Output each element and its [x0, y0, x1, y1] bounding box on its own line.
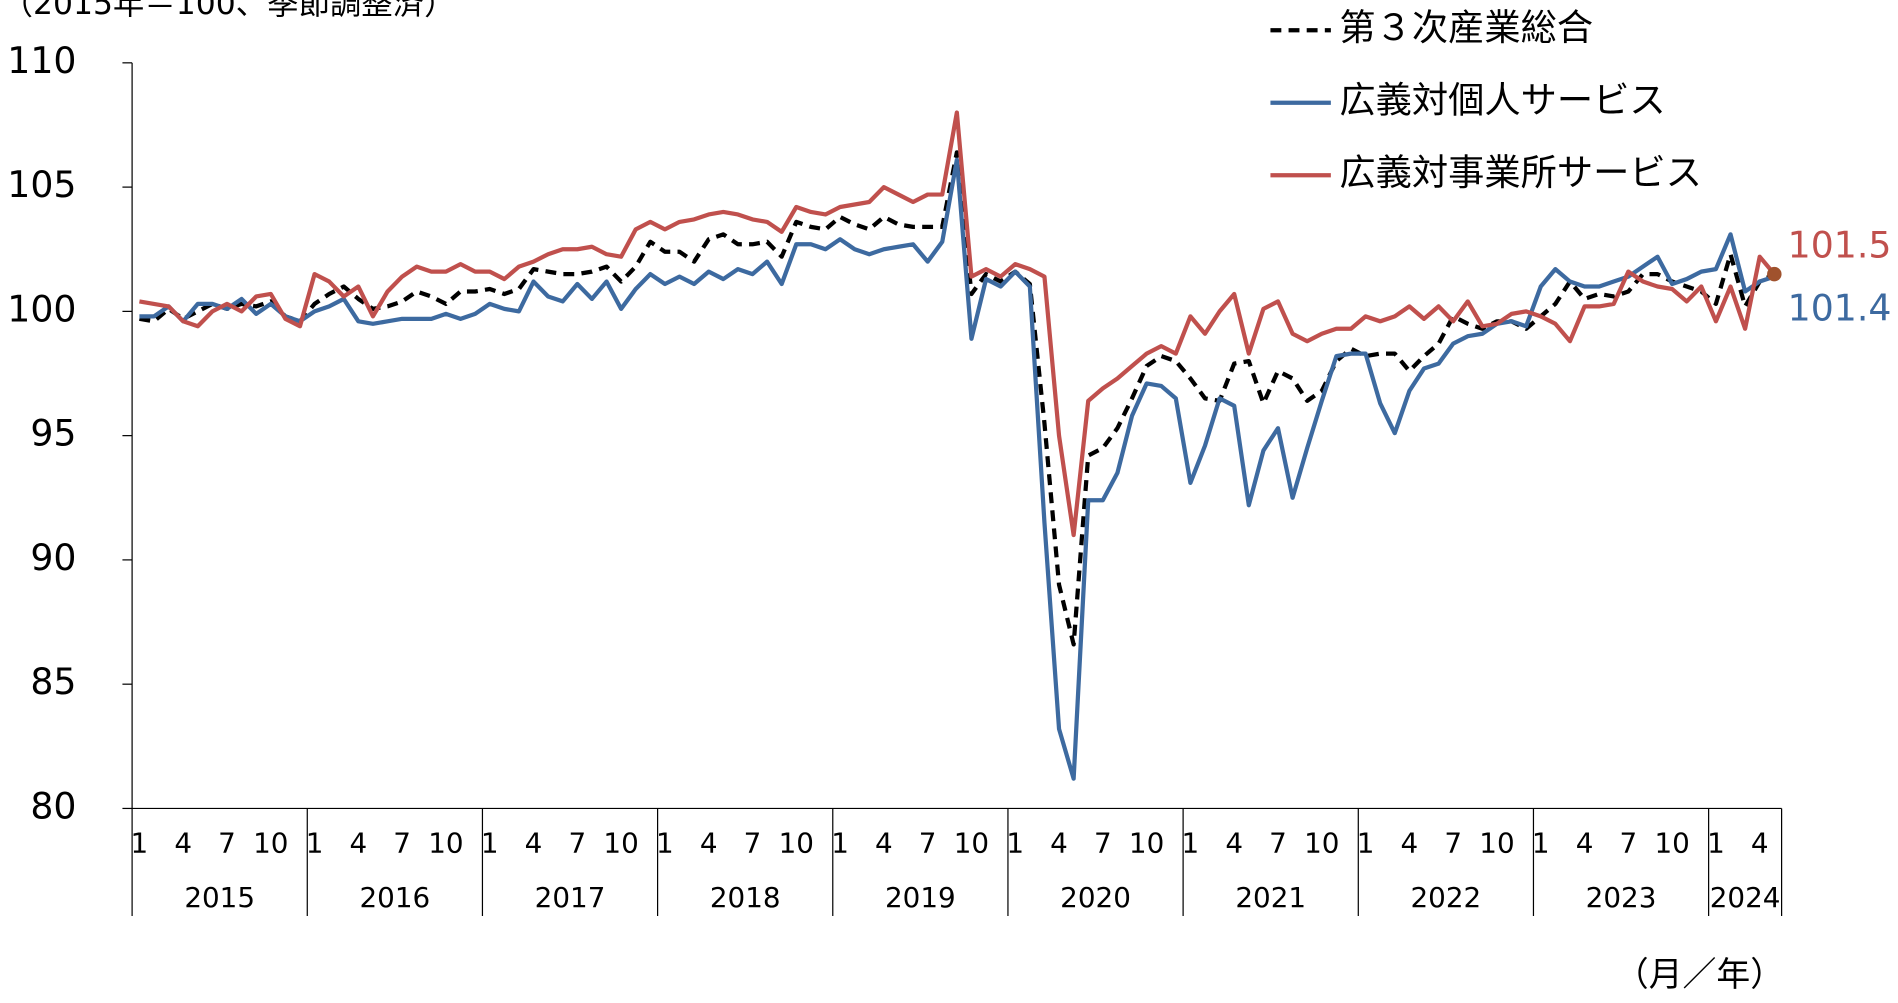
year-label: 2017	[535, 881, 606, 914]
year-label: 2024	[1710, 881, 1781, 914]
x-tick-label: 7	[1619, 827, 1637, 860]
x-tick-label: 1	[1182, 827, 1200, 860]
y-tick-label: 85	[30, 660, 76, 703]
year-label: 2016	[360, 881, 431, 914]
x-tick-label: 10	[1304, 827, 1339, 860]
series-line	[139, 157, 1775, 781]
x-tick-label: 4	[1225, 827, 1243, 860]
chart-subtitle: （2015年＝100、季節調整済）	[2, 0, 456, 22]
y-tick-label: 100	[7, 287, 76, 330]
year-label: 2021	[1235, 881, 1306, 914]
series-line	[139, 110, 1776, 538]
year-label: 2015	[184, 881, 255, 914]
x-tick-label: 1	[1006, 827, 1024, 860]
year-label: 2022	[1411, 881, 1482, 914]
x-tick-label: 1	[1532, 827, 1550, 860]
legend-label: 広義対事業所サービス	[1339, 151, 1702, 194]
x-tick-label: 10	[428, 827, 463, 860]
year-label: 2019	[885, 881, 956, 914]
y-tick-label: 95	[30, 412, 76, 455]
end-marker	[1767, 266, 1782, 282]
year-label: 2020	[1060, 881, 1131, 914]
x-tick-label: 7	[1269, 827, 1287, 860]
x-tick-label: 10	[779, 827, 814, 860]
x-tick-label: 1	[831, 827, 849, 860]
x-tick-label: 7	[744, 827, 762, 860]
x-tick-label: 4	[1050, 827, 1068, 860]
x-tick-label: 4	[525, 827, 543, 860]
x-tick-label: 4	[350, 827, 368, 860]
x-tick-label: 4	[1401, 827, 1419, 860]
year-label: 2023	[1586, 881, 1657, 914]
series-line	[139, 150, 1776, 647]
y-tick-label: 105	[7, 163, 76, 206]
x-tick-label: 10	[603, 827, 638, 860]
x-tick-label: 1	[656, 827, 674, 860]
x-tick-label: 1	[131, 827, 149, 860]
x-tick-label: 10	[253, 827, 288, 860]
x-tick-label: 10	[1479, 827, 1514, 860]
x-tick-label: 1	[306, 827, 324, 860]
y-tick-label: 80	[30, 784, 76, 827]
x-tick-label: 10	[1129, 827, 1164, 860]
x-tick-label: 1	[1357, 827, 1375, 860]
legend-label: 第３次産業総合	[1339, 6, 1593, 49]
x-tick-label: 7	[1094, 827, 1112, 860]
y-tick-label: 90	[30, 536, 76, 579]
x-tick-label: 1	[1707, 827, 1725, 860]
x-axis-label: （月／年）	[1615, 955, 1784, 994]
year-label: 2018	[710, 881, 781, 914]
x-tick-label: 7	[919, 827, 937, 860]
x-tick-label: 7	[393, 827, 411, 860]
x-tick-label: 4	[875, 827, 893, 860]
x-tick-label: 7	[568, 827, 586, 860]
x-tick-label: 4	[1576, 827, 1594, 860]
x-tick-label: 1	[481, 827, 499, 860]
x-tick-label: 10	[954, 827, 989, 860]
x-tick-label: 10	[1654, 827, 1689, 860]
x-tick-label: 4	[700, 827, 718, 860]
x-tick-label: 7	[1444, 827, 1462, 860]
x-tick-label: 4	[1751, 827, 1769, 860]
end-label: 101.4	[1788, 286, 1892, 329]
y-tick-label: 110	[7, 39, 76, 82]
x-tick-label: 4	[174, 827, 192, 860]
end-label: 101.5	[1788, 224, 1892, 267]
x-tick-label: 7	[218, 827, 236, 860]
legend-label: 広義対個人サービス	[1339, 79, 1665, 122]
